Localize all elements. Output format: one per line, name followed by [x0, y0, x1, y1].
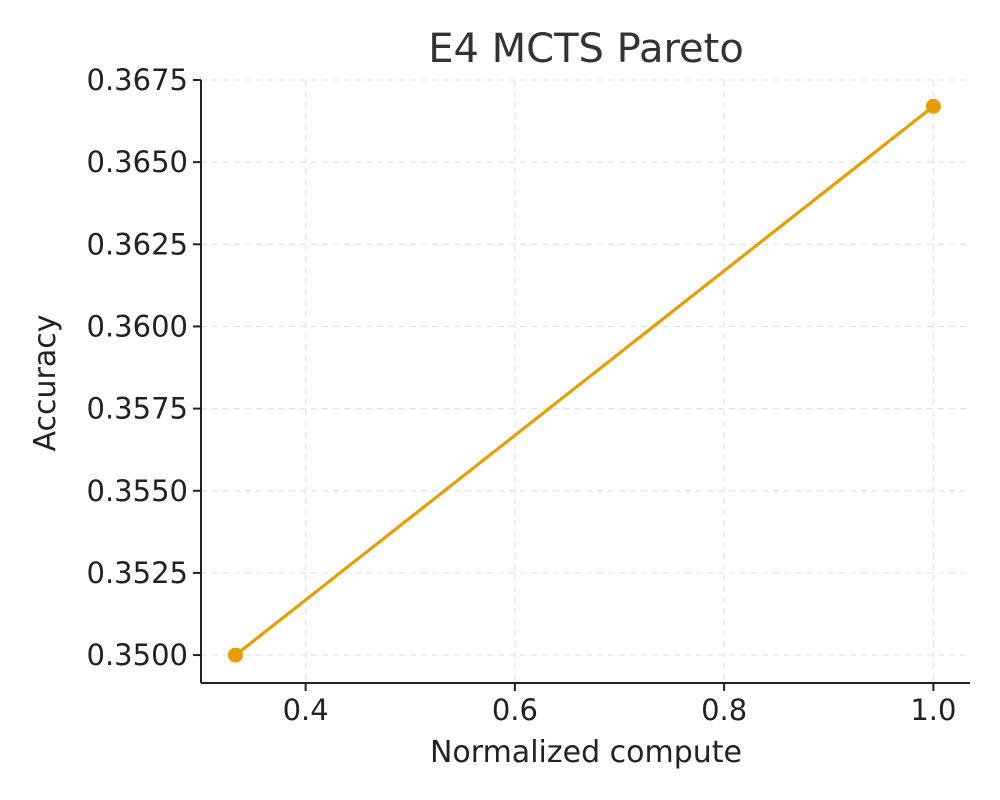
series-layer [228, 98, 941, 663]
x-tick-label: 1.0 [910, 693, 956, 727]
data-point [925, 98, 941, 114]
y-tick-label: 0.3525 [87, 556, 188, 590]
y-tick-label: 0.3675 [87, 63, 188, 97]
y-tick-label: 0.3625 [87, 227, 188, 261]
data-point [228, 647, 244, 663]
y-axis-label: Accuracy [28, 315, 63, 452]
y-ticks: 0.3500 0.3525 0.3550 0.3575 0.3600 0.3625 0.36… [87, 63, 201, 672]
chart-title: E4 MCTS Pareto [428, 26, 744, 72]
series-line [233, 104, 935, 657]
x-tick-label: 0.4 [283, 693, 329, 727]
axes [200, 80, 970, 684]
y-tick-label: 0.3650 [87, 145, 188, 179]
y-tick-label: 0.3575 [87, 392, 188, 426]
grid [201, 79, 970, 683]
x-ticks: 0.4 0.6 0.8 1.0 [283, 683, 956, 727]
x-axis-label: Normalized compute [430, 735, 742, 770]
x-tick-label: 0.6 [492, 693, 538, 727]
y-tick-label: 0.3550 [87, 474, 188, 508]
x-tick-label: 0.8 [701, 693, 747, 727]
y-tick-label: 0.3500 [87, 638, 188, 672]
y-tick-label: 0.3600 [87, 309, 188, 343]
